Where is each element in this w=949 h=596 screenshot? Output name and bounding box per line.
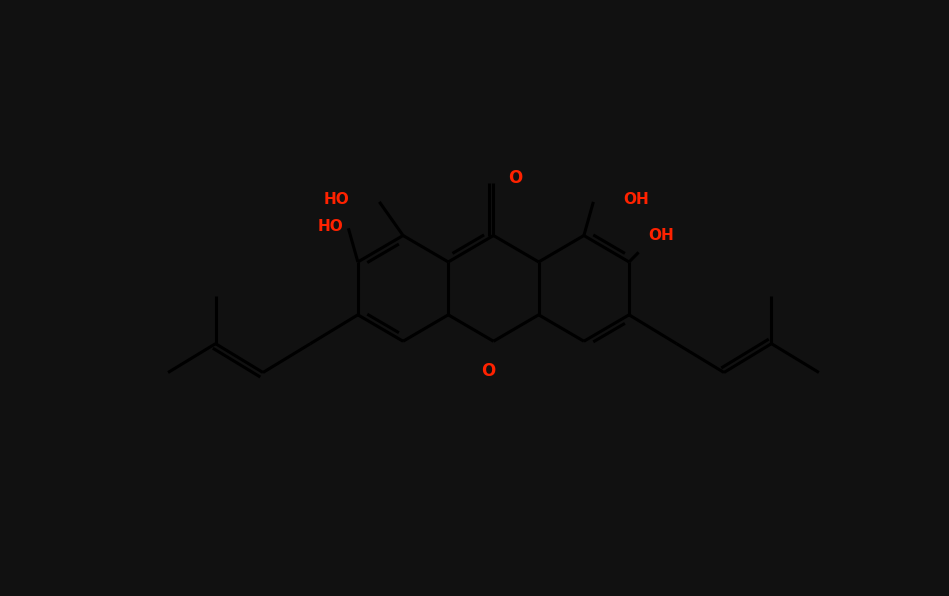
Text: OH: OH	[648, 228, 674, 243]
Text: HO: HO	[318, 219, 344, 234]
Text: HO: HO	[324, 193, 349, 207]
Text: O: O	[481, 362, 496, 380]
Text: OH: OH	[623, 193, 649, 207]
Text: O: O	[508, 169, 522, 187]
